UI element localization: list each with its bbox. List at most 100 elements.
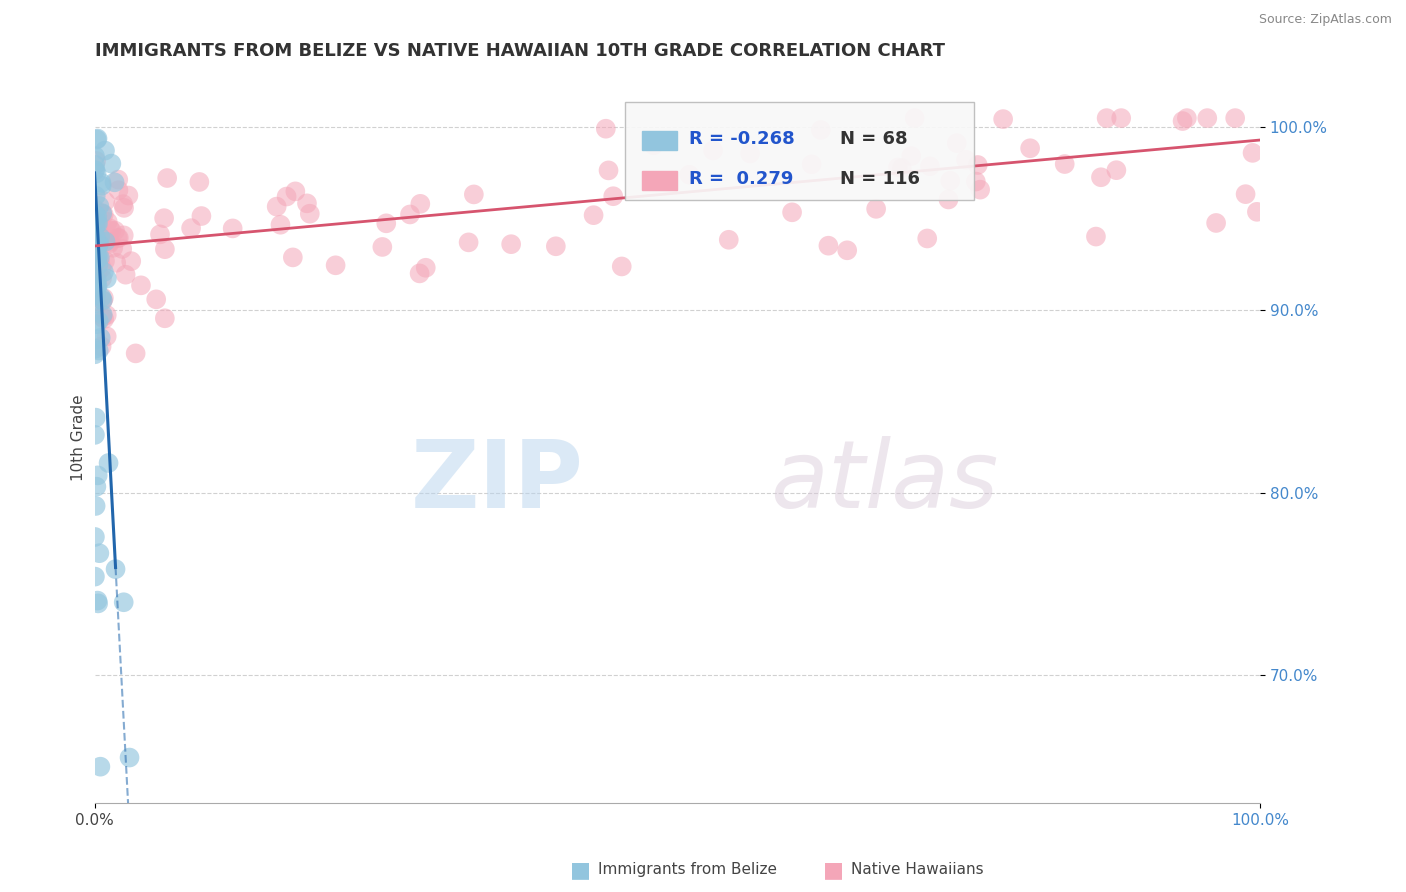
Point: [399, 207, 422, 221]
Point: [84, 288, 107, 302]
Point: [94, 235, 117, 249]
Point: [281, 251, 304, 265]
Point: [87, 236, 110, 251]
Point: [1246, 204, 1268, 219]
Point: [84, 189, 107, 203]
Point: [153, 311, 176, 326]
Point: [86, 593, 108, 607]
Point: [84, 347, 107, 361]
Point: [1019, 141, 1042, 155]
Point: [180, 221, 202, 235]
Point: [221, 221, 243, 235]
Point: [190, 209, 212, 223]
Point: [865, 202, 887, 216]
Point: [84, 163, 107, 178]
Point: [87, 258, 110, 272]
Text: R =  0.279: R = 0.279: [689, 169, 793, 187]
Point: [89, 251, 111, 265]
Point: [86, 273, 108, 287]
Text: N = 68: N = 68: [841, 130, 908, 148]
Point: [114, 268, 136, 282]
Text: Immigrants from Belize: Immigrants from Belize: [598, 863, 776, 877]
Point: [153, 242, 176, 256]
Bar: [643, 171, 678, 190]
Point: [96, 329, 118, 343]
Point: [87, 216, 110, 230]
Point: [1095, 111, 1118, 125]
Point: [87, 237, 110, 252]
Text: ■: ■: [823, 860, 844, 880]
Point: [86, 249, 108, 263]
Point: [84, 230, 107, 244]
Point: [610, 260, 633, 274]
Point: [98, 221, 121, 235]
Point: [107, 172, 129, 186]
Point: [678, 168, 700, 182]
Bar: [643, 131, 678, 150]
Point: [457, 235, 479, 250]
Point: [86, 216, 108, 230]
Point: [408, 266, 430, 280]
Point: [112, 201, 135, 215]
Point: [84, 410, 107, 425]
Point: [86, 317, 108, 331]
Point: [91, 206, 114, 220]
Text: ZIP: ZIP: [411, 435, 583, 528]
Point: [298, 207, 321, 221]
Text: IMMIGRANTS FROM BELIZE VS NATIVE HAWAIIAN 10TH GRADE CORRELATION CHART: IMMIGRANTS FROM BELIZE VS NATIVE HAWAIIA…: [94, 42, 945, 60]
Point: [84, 279, 107, 293]
Point: [91, 271, 114, 285]
Point: [84, 569, 107, 583]
Text: N = 116: N = 116: [841, 169, 921, 187]
Text: Source: ZipAtlas.com: Source: ZipAtlas.com: [1258, 13, 1392, 27]
Point: [945, 136, 967, 150]
Point: [1084, 229, 1107, 244]
Point: [89, 230, 111, 244]
Point: [112, 228, 135, 243]
Point: [87, 266, 110, 280]
Point: [145, 293, 167, 307]
Point: [87, 343, 110, 358]
Point: [969, 183, 991, 197]
Point: [887, 161, 910, 175]
Point: [84, 255, 107, 269]
Point: [97, 215, 120, 229]
Point: [107, 183, 129, 197]
Point: [117, 188, 139, 202]
Point: [86, 131, 108, 145]
Point: [94, 194, 117, 209]
Point: [86, 480, 108, 494]
Point: [90, 178, 112, 193]
Point: [86, 235, 108, 250]
Point: [94, 254, 117, 268]
Point: [93, 291, 115, 305]
Point: [598, 163, 620, 178]
Point: [84, 149, 107, 163]
Point: [104, 224, 127, 238]
Text: Native Hawaiians: Native Hawaiians: [851, 863, 983, 877]
Point: [93, 265, 115, 279]
Point: [1225, 111, 1247, 125]
Point: [717, 233, 740, 247]
Point: [91, 308, 114, 322]
Text: atlas: atlas: [770, 436, 998, 527]
Point: [582, 208, 605, 222]
Point: [90, 291, 112, 305]
Point: [100, 156, 122, 170]
Point: [415, 260, 437, 275]
Point: [266, 200, 288, 214]
Point: [595, 121, 617, 136]
Point: [86, 294, 108, 309]
Point: [409, 197, 432, 211]
Point: [100, 224, 122, 238]
Point: [108, 231, 131, 245]
Point: [90, 331, 112, 345]
Point: [915, 231, 938, 245]
Point: [780, 205, 803, 219]
Point: [84, 342, 107, 356]
Point: [965, 175, 987, 189]
Point: [86, 209, 108, 223]
Point: [1171, 114, 1194, 128]
Point: [84, 428, 107, 442]
Point: [120, 254, 142, 268]
